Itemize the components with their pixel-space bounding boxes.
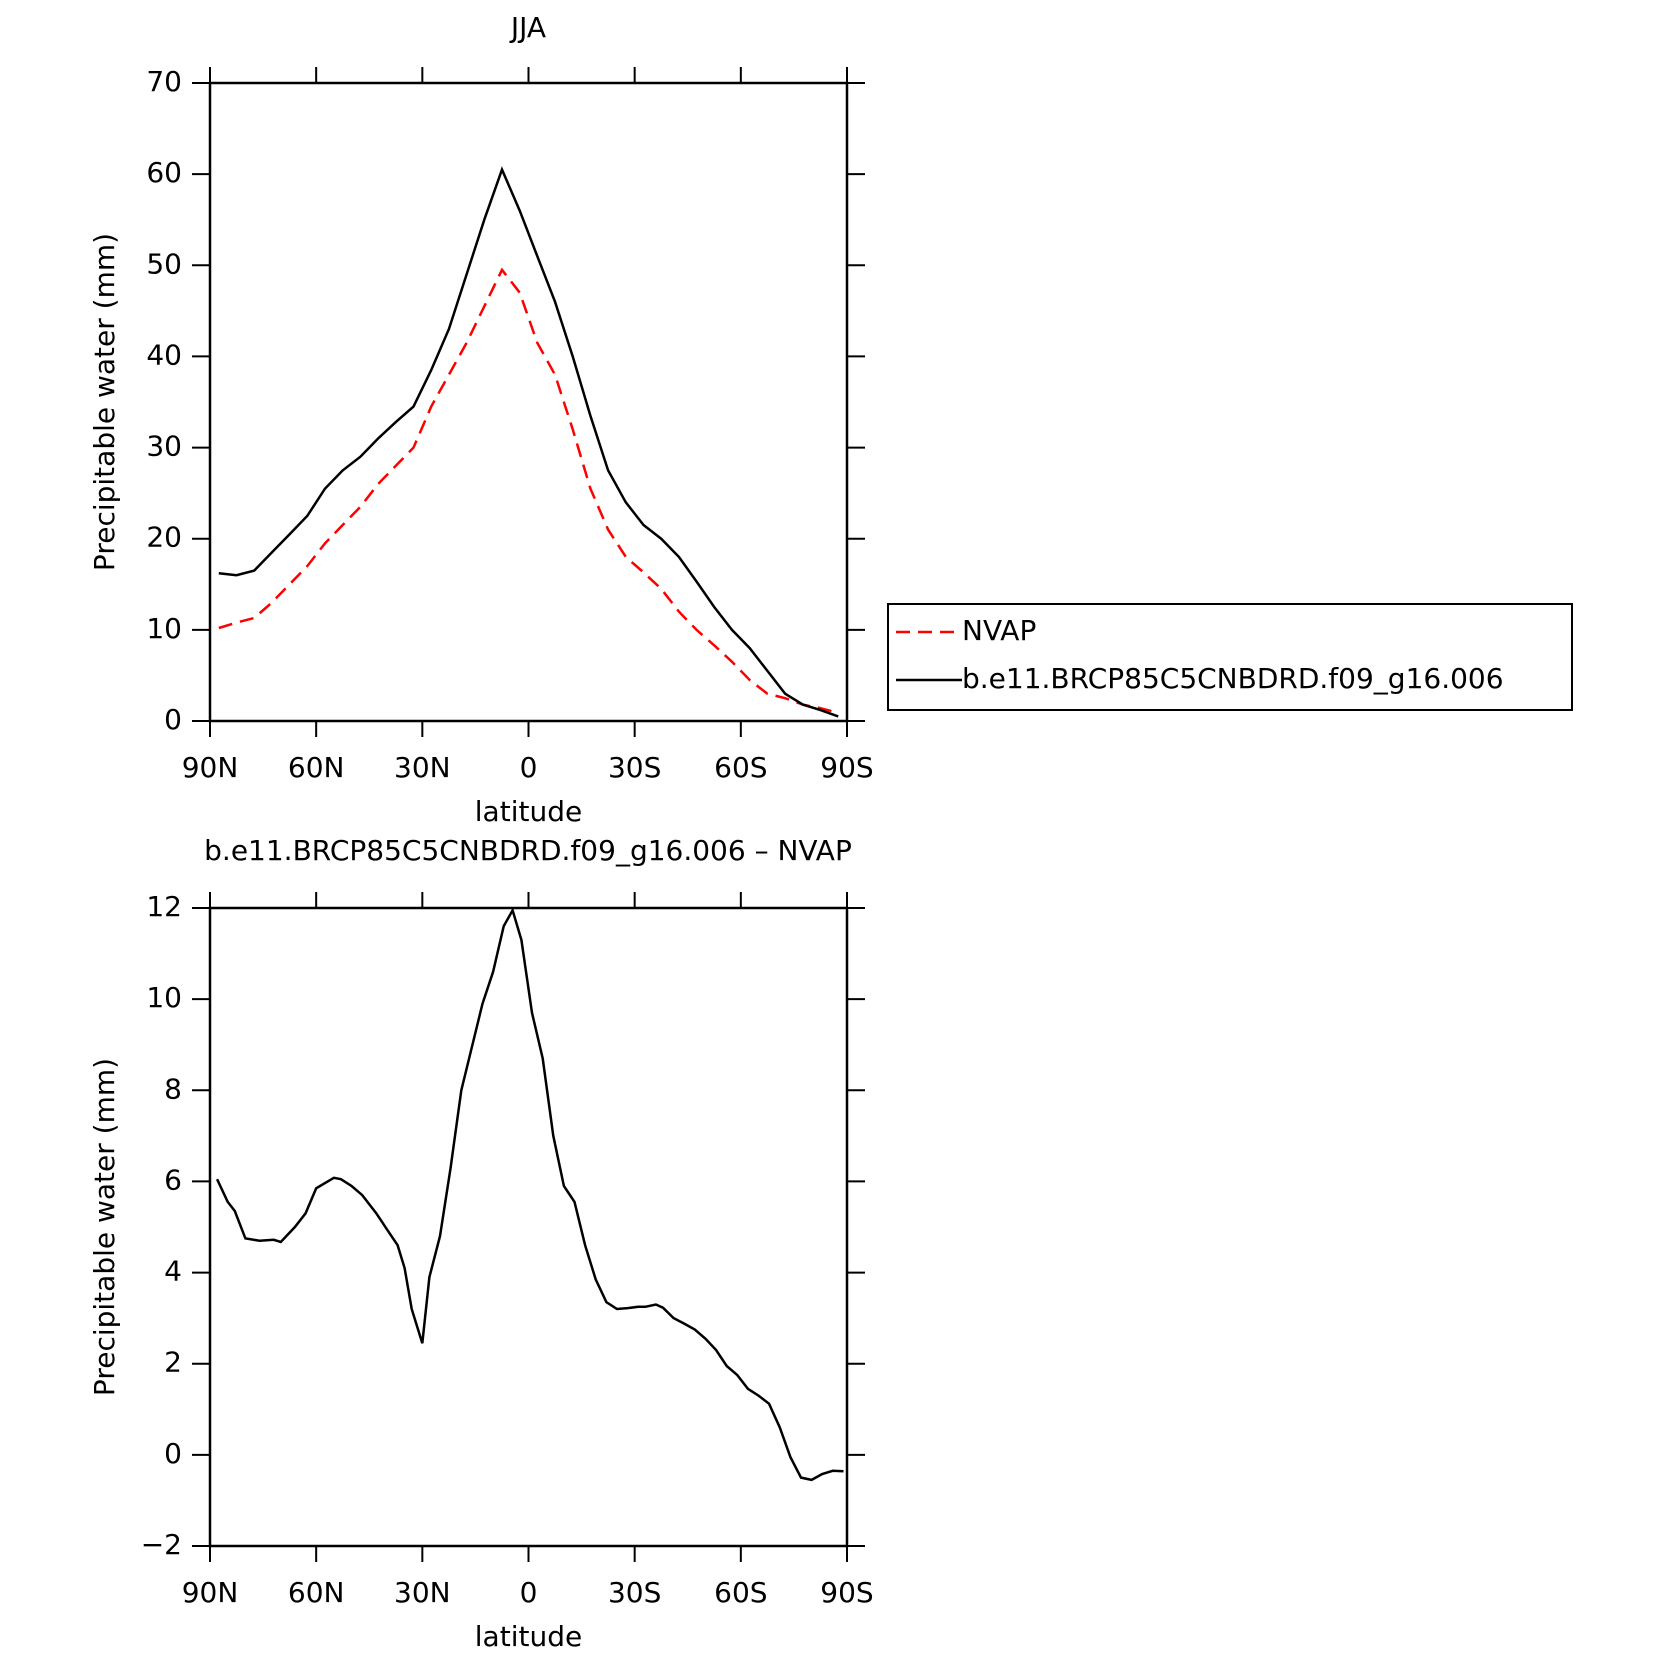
y-tick-label: −2 xyxy=(141,1528,182,1561)
x-tick-label: 30S xyxy=(608,751,661,784)
chart-title: JJA xyxy=(509,11,546,44)
y-tick-label: 2 xyxy=(164,1346,182,1379)
line-series xyxy=(215,907,844,1482)
x-tick-label: 30N xyxy=(394,1576,451,1609)
legend-box xyxy=(887,603,1573,711)
x-tick-label: 0 xyxy=(520,1576,538,1609)
y-tick-label: 10 xyxy=(146,612,182,645)
line-series xyxy=(218,267,839,715)
y-tick-label: 12 xyxy=(146,890,182,923)
x-axis-label: latitude xyxy=(475,1620,582,1653)
y-tick-label: 4 xyxy=(164,1255,182,1288)
y-tick-label: 60 xyxy=(146,156,182,189)
y-tick-label: 40 xyxy=(146,338,182,371)
x-axis-label: latitude xyxy=(475,795,582,828)
x-tick-label: 90N xyxy=(182,751,239,784)
x-tick-label: 60S xyxy=(714,1576,767,1609)
chart-title: b.e11.BRCP85C5CNBDRD.f09_g16.006 – NVAP xyxy=(204,834,852,867)
y-tick-label: 20 xyxy=(146,521,182,554)
x-tick-label: 60S xyxy=(714,751,767,784)
y-tick-label: 70 xyxy=(146,65,182,98)
y-axis-label: Precipitable water (mm) xyxy=(88,1058,121,1396)
x-tick-label: 60N xyxy=(288,751,345,784)
x-tick-label: 90N xyxy=(182,1576,239,1609)
x-tick-label: 90S xyxy=(820,1576,873,1609)
x-tick-label: 30N xyxy=(394,751,451,784)
x-tick-label: 60N xyxy=(288,1576,345,1609)
legend-label: NVAP xyxy=(962,614,1036,647)
y-tick-label: 30 xyxy=(146,430,182,463)
y-tick-label: 6 xyxy=(164,1163,182,1196)
y-tick-label: 50 xyxy=(146,247,182,280)
x-tick-label: 30S xyxy=(608,1576,661,1609)
line-series xyxy=(218,166,839,718)
x-tick-label: 0 xyxy=(520,751,538,784)
y-tick-label: 10 xyxy=(146,981,182,1014)
plot-frame xyxy=(208,906,849,1548)
x-tick-label: 90S xyxy=(820,751,873,784)
y-tick-label: 0 xyxy=(164,703,182,736)
y-tick-label: 8 xyxy=(164,1072,182,1105)
legend-label: b.e11.BRCP85C5CNBDRD.f09_g16.006 xyxy=(962,662,1504,695)
y-tick-label: 0 xyxy=(164,1437,182,1470)
plot-frame xyxy=(208,81,849,723)
y-axis-label: Precipitable water (mm) xyxy=(88,233,121,571)
